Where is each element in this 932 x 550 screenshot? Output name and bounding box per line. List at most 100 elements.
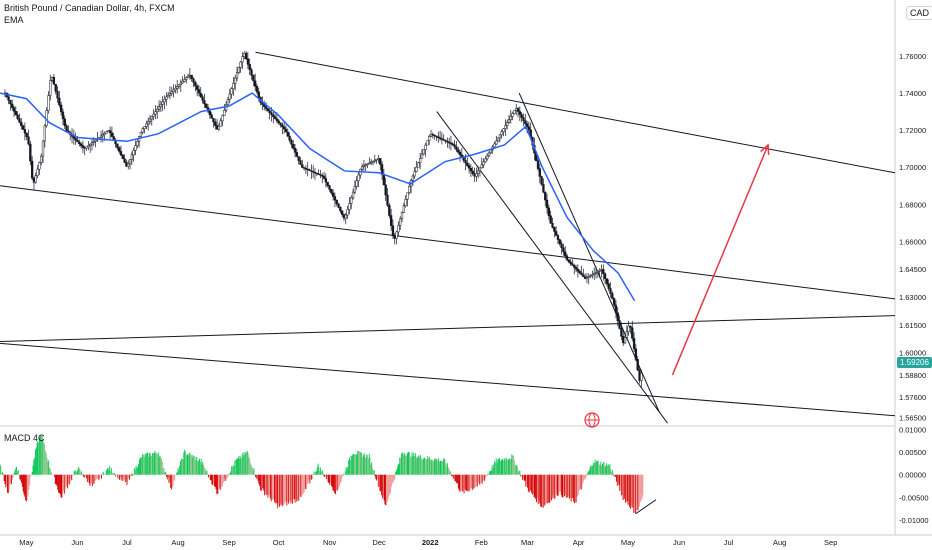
macd-bar: [25, 474, 27, 501]
candle-body: [404, 199, 407, 207]
macd-bar: [504, 460, 506, 475]
macd-bar: [431, 459, 433, 475]
macd-bar: [533, 474, 535, 497]
macd-bar: [147, 452, 149, 475]
macd-bar: [293, 474, 295, 500]
candle-body: [250, 69, 253, 76]
macd-bar: [438, 458, 439, 475]
macd-bar: [82, 474, 84, 477]
candle-body: [107, 130, 110, 133]
candle-body: [487, 152, 491, 157]
candle-body: [154, 111, 157, 115]
price-tick-label: 1.60000: [899, 349, 926, 358]
macd-bar: [408, 451, 410, 475]
macd-bar: [321, 470, 323, 475]
macd-bar: [114, 472, 116, 475]
candle-body: [326, 181, 329, 186]
macd-bar: [70, 474, 72, 479]
macd-bar: [638, 474, 640, 507]
macd-bar: [235, 460, 237, 475]
macd-bar: [481, 474, 483, 484]
candle-body: [253, 80, 257, 87]
last-price-tag: 1.59206: [897, 357, 932, 368]
macd-bar: [186, 454, 188, 475]
macd-bar: [242, 455, 244, 475]
macd-bar: [66, 474, 68, 487]
macd-bar: [316, 466, 318, 475]
macd-bar: [194, 460, 196, 475]
macd-bar: [362, 457, 364, 475]
macd-bar: [412, 455, 414, 475]
candle-body: [108, 130, 112, 134]
macd-bar: [483, 474, 485, 481]
macd-bar: [63, 474, 65, 494]
macd-bar: [369, 457, 371, 475]
macd-bar: [322, 472, 324, 475]
macd-bar: [64, 474, 66, 490]
macd-bar: [613, 474, 615, 477]
macd-bar: [215, 474, 217, 490]
macd-bar: [436, 459, 438, 475]
candle-body: [346, 209, 349, 216]
candle-body: [627, 325, 630, 332]
candle-body: [389, 215, 393, 226]
macd-bar: [286, 474, 288, 506]
macd-bar: [317, 463, 319, 475]
macd-bar: [583, 474, 584, 482]
candle-body: [58, 97, 61, 106]
macd-bar: [538, 474, 540, 501]
trend-line: [436, 111, 668, 424]
macd-bar: [634, 474, 636, 513]
candle-body: [166, 94, 170, 98]
macd-bar: [511, 454, 513, 475]
macd-bar: [353, 454, 355, 475]
macd-bar: [162, 467, 164, 475]
macd-bar: [414, 453, 416, 475]
candle-body: [54, 84, 57, 92]
macd-bar: [319, 470, 321, 475]
macd-bar: [580, 474, 582, 490]
macd-bar: [611, 470, 613, 475]
macd-bar: [151, 455, 153, 475]
macd-bar: [119, 474, 121, 478]
macd-bar: [329, 474, 331, 485]
candle-body: [85, 146, 88, 149]
macd-bar: [270, 474, 272, 502]
macd-bar: [405, 455, 407, 475]
macd-bar: [400, 453, 402, 475]
time-tick-label: Aug: [773, 538, 786, 547]
macd-bar: [253, 468, 255, 475]
candle-body: [391, 225, 395, 237]
macd-bar: [164, 472, 166, 475]
macd-bar: [307, 474, 309, 484]
price-tick-label: 1.76000: [899, 52, 926, 61]
macd-bar: [530, 474, 532, 491]
macd-bar: [250, 463, 252, 475]
macd-bar: [551, 474, 553, 497]
macd-bar: [344, 471, 346, 475]
macd-label[interactable]: MACD 4C: [4, 433, 45, 443]
ema-indicator-label[interactable]: EMA: [4, 15, 24, 25]
currency-badge[interactable]: CAD: [906, 6, 932, 20]
globe-icon[interactable]: [584, 412, 600, 428]
macd-bar: [199, 458, 200, 475]
candle-body: [413, 171, 416, 177]
macd-bar: [488, 473, 490, 475]
macd-bar: [419, 456, 420, 475]
macd-bar: [325, 474, 327, 480]
candle-body: [235, 72, 239, 79]
candle-body: [466, 162, 469, 166]
macd-bar: [37, 440, 39, 475]
macd-bar: [637, 474, 639, 511]
candle-body: [420, 153, 424, 159]
macd-bar: [492, 468, 494, 475]
macd-bar: [22, 474, 24, 492]
candle-body: [14, 111, 17, 116]
macd-bar: [603, 462, 605, 475]
macd-bar: [418, 455, 420, 475]
macd-bar: [346, 468, 348, 475]
candle-body: [500, 131, 503, 136]
macd-bar: [548, 474, 550, 503]
macd-bar: [541, 474, 542, 508]
